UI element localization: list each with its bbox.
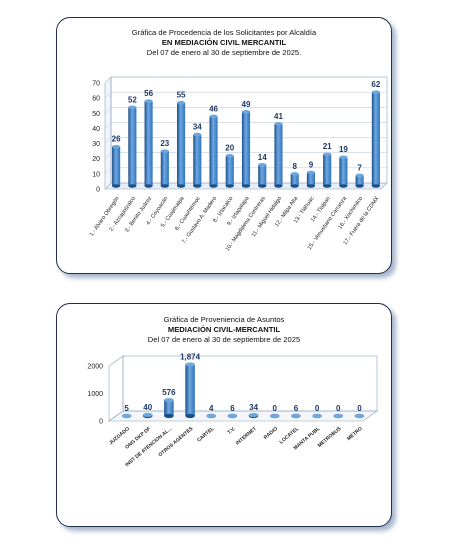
chart1-data-label: 9 [309,160,314,169]
chart1-category-label: 1.- Alvaro Obregón [89,196,121,238]
chart2-bar [185,362,195,419]
chart1-bar [339,155,348,188]
chart1-category-label: 11.- Miguel Hidalgo [251,196,283,239]
chart2-bar [248,412,259,419]
chart1-bar [355,173,364,188]
chart1-data-label: 26 [112,135,121,144]
chart2-ytick-label: 2000 [87,364,103,371]
chart1-bar [225,153,234,188]
chart1-bar [306,170,315,188]
chart1-gridline [104,107,387,114]
chart2-data-label: 0 [273,404,278,413]
chart1-gridline [104,76,387,84]
chart2-bar [312,413,322,419]
chart2-data-label: 0 [315,404,320,413]
chart1-gridline [104,91,387,99]
chart2-category-label: RADIO [263,426,279,441]
chart1-data-label: 62 [371,80,380,89]
chart1-data-label: 34 [193,123,202,132]
chart2-bar [269,413,280,419]
chart1-ytick-label: 70 [92,81,100,88]
chart2-bar [121,413,132,419]
chart1-data-label: 49 [242,100,251,109]
chart2-bar [354,413,365,419]
chart1-data-label: 46 [209,104,218,113]
chart1-data-label: 41 [274,112,283,121]
chart1-bar [144,99,153,188]
chart1-bar [112,144,121,188]
chart2-data-label: 6 [294,404,299,413]
chart1-title: Gráfica de Procedencia de los Solicitant… [131,28,317,37]
chart1-bar [177,100,186,188]
chart1-gridline [104,137,387,144]
chart2-title-block: Gráfica de Proveniencia de Asuntos MEDIA… [57,315,391,345]
proveniencia-chart-card: Gráfica de Proveniencia de Asuntos MEDIA… [56,303,392,527]
chart1-bar [193,132,202,188]
chart1-date-range: Del 07 de enero al 30 de septiembre de 2… [146,48,302,57]
chart1-data-label: 20 [225,144,234,153]
chart2-category-label: T.V. [227,426,238,436]
chart1-data-label: 52 [128,95,137,104]
chart1-ytick-label: 30 [92,141,100,148]
chart2-ytick-label: 1000 [87,391,103,398]
chart2-ytick-label: 0 [99,419,103,426]
chart1-bar [371,90,380,188]
chart1-ytick-label: 60 [92,96,100,103]
chart1-ytick-label: 10 [92,171,100,178]
chart2-bar [291,413,301,419]
chart1-bar [209,114,218,188]
chart2-data-label: 576 [162,388,176,397]
chart1-data-label: 14 [258,153,267,162]
chart2-data-label: 1,874 [180,352,201,361]
chart2-grid [108,355,378,422]
chart2-category-label: CARTEL [196,426,215,444]
chart2-data-label: 0 [336,404,341,413]
chart2-bar [206,413,217,419]
chart2-bar [164,398,174,419]
chart1-ytick-label: 20 [92,156,100,163]
chart2-bar [333,413,344,419]
chart2-data-label: 5 [124,404,129,413]
chart1-data-label: 55 [177,91,186,100]
chart2-category-label: METRO [346,426,364,442]
chart1-gridline [104,152,387,159]
chart2-title: Gráfica de Proveniencia de Asuntos [163,315,285,324]
chart1-data-label: 21 [323,142,332,151]
chart2-data-label: 6 [230,404,235,413]
chart1-bar [258,163,267,188]
chart1-bar [128,105,137,188]
chart2-data-label: 4 [209,404,214,413]
chart2-bar [142,412,153,419]
chart1-title-block: Gráfica de Procedencia de los Solicitant… [57,28,391,58]
chart2-data-label: 40 [143,403,152,412]
chart1-data-label: 56 [144,89,153,98]
chart1-bar [323,152,332,188]
alcaldia-chart-card: Gráfica de Procedencia de los Solicitant… [56,17,392,274]
chart1-gridline [104,167,387,175]
chart2-date-range: Del 07 de enero al 30 de septiembre de 2… [147,335,301,344]
chart1-bar [241,110,251,188]
chart1-ytick-label: 0 [96,187,100,194]
chart2-data-label: 34 [249,403,258,412]
chart2-bar [227,413,238,419]
chart1-subtitle: EN MEDIACIÓN CIVIL MERCANTIL [161,38,287,47]
chart1-data-label: 8 [292,162,297,171]
chart1-data-label: 7 [357,163,362,172]
chart2-category-label: METROBUS [317,426,343,449]
chart1-data-label: 23 [160,139,169,148]
chart1-data-label: 19 [339,145,348,154]
chart1-gridline [104,122,387,129]
chart2-subtitle: MEDIACIÓN CIVIL-MERCANTIL [167,325,281,334]
chart1-bar [290,172,299,188]
chart1-bar [160,149,169,188]
chart1-ytick-label: 50 [92,111,100,118]
chart2-category-label: INTERNET [235,426,258,447]
chart1-ytick-label: 40 [92,126,100,133]
chart1-bar [274,122,283,188]
chart2-data-label: 0 [357,404,362,413]
